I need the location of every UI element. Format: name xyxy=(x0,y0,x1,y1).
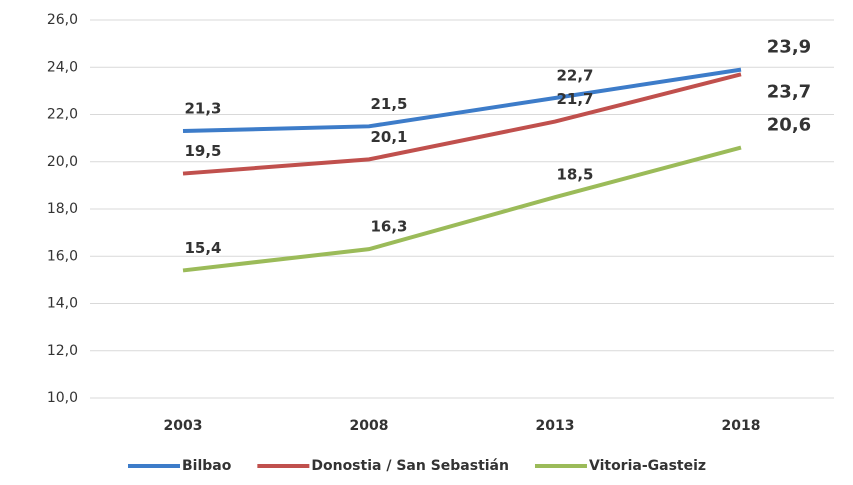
y-tick-label: 10,0 xyxy=(47,390,78,406)
x-tick-label: 2018 xyxy=(722,418,761,434)
y-tick-label: 16,0 xyxy=(47,248,78,264)
data-label: 23,9 xyxy=(767,37,811,58)
data-label: 19,5 xyxy=(184,142,221,160)
x-tick-label: 2003 xyxy=(164,418,203,434)
data-label: 15,4 xyxy=(184,239,221,257)
y-tick-label: 26,0 xyxy=(47,12,78,28)
data-label: 22,7 xyxy=(556,66,593,84)
y-tick-label: 14,0 xyxy=(47,296,78,312)
data-label: 20,1 xyxy=(370,128,407,146)
data-label: 20,6 xyxy=(767,115,811,136)
data-label: 21,3 xyxy=(184,100,221,118)
legend-label: Bilbao xyxy=(182,458,232,474)
data-label: 23,7 xyxy=(767,81,811,102)
legend-label: Donostia / San Sebastián xyxy=(311,458,509,474)
data-label: 21,5 xyxy=(370,95,407,113)
data-label: 21,7 xyxy=(556,90,593,108)
line xyxy=(182,145,742,273)
y-tick-label: 24,0 xyxy=(47,59,78,75)
line xyxy=(182,67,742,134)
data-label: 16,3 xyxy=(370,218,407,236)
y-tick-label: 12,0 xyxy=(47,343,78,359)
data-label: 18,5 xyxy=(556,166,593,184)
line xyxy=(182,72,742,176)
x-tick-label: 2008 xyxy=(350,418,389,434)
legend-label: Vitoria-Gasteiz xyxy=(589,458,706,474)
y-tick-label: 18,0 xyxy=(47,201,78,217)
y-tick-label: 20,0 xyxy=(47,154,78,170)
y-tick-label: 22,0 xyxy=(47,107,78,123)
x-tick-label: 2013 xyxy=(536,418,575,434)
